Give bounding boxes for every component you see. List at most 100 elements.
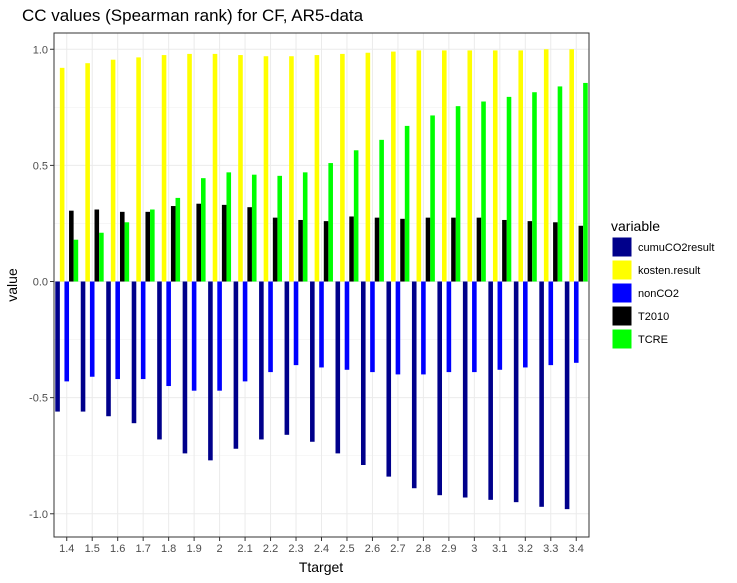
bar-cumuco2result — [131, 281, 137, 424]
bar-nonco2 — [344, 281, 350, 370]
bar-tcre — [353, 150, 359, 282]
y-tick-label: -1.0 — [29, 509, 48, 521]
bar-nonco2 — [472, 281, 477, 373]
bar-tcre — [430, 115, 435, 282]
bar-kosten-result — [518, 50, 524, 282]
bar-t2010 — [400, 218, 405, 282]
x-tick-label: 3.1 — [492, 543, 507, 555]
bar-tcre — [150, 209, 155, 282]
bar-tcre — [175, 197, 181, 282]
legend-key — [611, 236, 633, 258]
bar-kosten-result — [136, 57, 141, 282]
bar-cumuco2result — [335, 281, 341, 454]
bar-tcre — [404, 125, 410, 282]
x-tick-label: 2.8 — [416, 543, 431, 555]
x-tick-label: 3.3 — [543, 543, 558, 555]
legend-label: T2010 — [638, 311, 669, 323]
x-tick-label: 1.6 — [110, 543, 125, 555]
bar-t2010 — [323, 221, 329, 282]
bars — [55, 49, 588, 510]
bar-tcre — [455, 106, 461, 282]
bar-nonco2 — [395, 281, 401, 375]
legend-key — [611, 305, 633, 327]
bar-tcre — [251, 174, 257, 282]
bar-kosten-result — [110, 59, 116, 282]
bar-nonco2 — [497, 281, 503, 370]
bar-nonco2 — [217, 281, 222, 391]
x-axis-title: Ttarget — [299, 559, 343, 575]
y-axis-title: value — [4, 268, 20, 302]
bar-t2010 — [145, 211, 151, 282]
bar-t2010 — [94, 209, 100, 282]
bar-cumuco2result — [539, 281, 544, 507]
x-tick-label: 1.9 — [186, 543, 201, 555]
bar-kosten-result — [187, 53, 192, 282]
bar-tcre — [481, 101, 486, 282]
legend-key — [611, 259, 633, 281]
bar-nonco2 — [293, 281, 299, 366]
bar-kosten-result — [467, 50, 473, 282]
bar-nonco2 — [370, 281, 375, 373]
bar-cumuco2result — [157, 281, 162, 440]
bar-cumuco2result — [106, 281, 111, 417]
bar-nonco2 — [573, 281, 579, 363]
x-tick-label: 2.9 — [441, 543, 456, 555]
legend-label: TCRE — [638, 334, 668, 346]
x-tick-label: 3.2 — [518, 543, 533, 555]
bar-nonco2 — [421, 281, 426, 375]
x-tick-label: 3 — [471, 543, 477, 555]
bar-kosten-result — [340, 53, 345, 282]
y-tick-label: 0.0 — [33, 277, 48, 289]
bar-cumuco2result — [564, 281, 570, 510]
bar-tcre — [200, 178, 206, 282]
bar-tcre — [583, 82, 588, 282]
bar-t2010 — [272, 217, 278, 282]
bar-cumuco2result — [310, 281, 315, 442]
legend: variable cumuCO2result kosten.result nonCO… — [611, 218, 714, 350]
legend-key — [611, 282, 633, 304]
bar-tcre — [379, 139, 384, 282]
bar-nonco2 — [242, 281, 248, 382]
bar-kosten-result — [391, 51, 396, 282]
bar-tcre — [226, 172, 232, 282]
bar-cumuco2result — [411, 281, 417, 489]
bar-cumuco2result — [513, 281, 519, 503]
x-tick-label: 2.6 — [365, 543, 380, 555]
bar-kosten-result — [212, 53, 218, 282]
bar-kosten-result — [569, 49, 574, 282]
bar-nonco2 — [64, 281, 70, 382]
bar-t2010 — [451, 217, 456, 282]
bar-t2010 — [221, 204, 227, 282]
bar-cumuco2result — [80, 281, 86, 412]
bar-cumuco2result — [488, 281, 493, 500]
x-tick-label: 3.4 — [569, 543, 584, 555]
bar-tcre — [277, 175, 283, 282]
bar-tcre — [124, 222, 130, 282]
x-tick-label: 1.8 — [161, 543, 176, 555]
x-tick-label: 1.4 — [59, 543, 74, 555]
bar-cumuco2result — [437, 281, 443, 496]
x-tick-label: 2 — [217, 543, 223, 555]
bar-cumuco2result — [284, 281, 290, 435]
x-tick-label: 2.3 — [288, 543, 303, 555]
legend-key — [611, 328, 633, 350]
bar-t2010 — [247, 207, 252, 282]
legend-label: cumuCO2result — [638, 242, 714, 254]
bar-t2010 — [349, 216, 354, 282]
bar-kosten-result — [85, 63, 90, 282]
bar-t2010 — [170, 206, 176, 282]
bar-t2010 — [298, 219, 303, 282]
bar-nonco2 — [115, 281, 120, 380]
bar-tcre — [328, 163, 333, 282]
bar-tcre — [302, 172, 308, 282]
bar-tcre — [532, 92, 537, 282]
x-tick-label: 2.1 — [237, 543, 252, 555]
bar-t2010 — [374, 217, 380, 282]
bar-kosten-result — [289, 56, 294, 282]
x-tick-label: 2.4 — [314, 543, 329, 555]
bar-nonco2 — [140, 281, 146, 380]
bar-kosten-result — [314, 55, 320, 282]
bar-tcre — [506, 96, 512, 282]
x-tick-label: 1.7 — [136, 543, 151, 555]
